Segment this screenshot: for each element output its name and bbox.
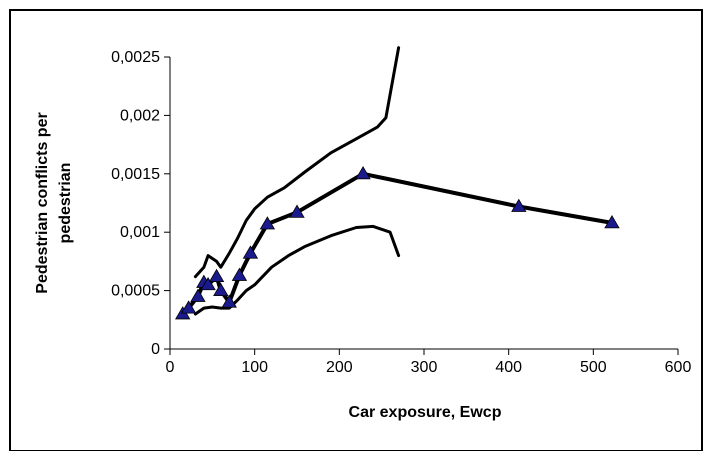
data-point-triangle <box>221 294 237 308</box>
y-tick-label: 0,0025 <box>111 49 160 66</box>
y-tick-label: 0,001 <box>120 224 160 241</box>
data-point-triangle <box>190 288 206 302</box>
x-tick-label: 100 <box>241 359 268 376</box>
y-tick-label: 0,0015 <box>111 166 160 183</box>
x-tick-label: 600 <box>665 359 692 376</box>
x-tick-label: 400 <box>495 359 522 376</box>
y-axis-title-line-2: pedestrian <box>57 163 74 244</box>
y-tick-label: 0 <box>151 341 160 358</box>
x-tick-label: 500 <box>580 359 607 376</box>
y-axis-title-group: Pedestrian conflicts per pedestrian <box>34 112 74 293</box>
marker-layer <box>175 166 620 320</box>
series-line-upper-bound <box>193 46 401 279</box>
data-point-triangle <box>259 216 276 230</box>
x-axis-title: Car exposure, Ewcp <box>349 404 502 421</box>
data-point-triangle <box>213 282 229 297</box>
series-line-lower-bound <box>193 224 401 316</box>
y-tick-label: 0,0005 <box>111 283 160 300</box>
x-tick-label: 200 <box>326 359 353 376</box>
y-ticks: 0 0,0005 0,001 0,0015 0,002 0,0025 <box>111 49 170 358</box>
data-point-triangle <box>604 215 620 229</box>
data-point-triangle <box>180 300 197 314</box>
data-point-triangle <box>289 204 305 218</box>
data-point-triangle <box>511 198 527 212</box>
y-tick-label: 0,002 <box>120 107 160 124</box>
y-axis-title-line-1: Pedestrian conflicts per <box>34 112 51 293</box>
data-point-triangle <box>200 276 216 291</box>
data-point-triangle <box>242 245 259 259</box>
data-point-triangle <box>208 268 225 282</box>
data-point-triangle <box>355 166 371 180</box>
x-tick-label: 300 <box>411 359 438 376</box>
chart-outer-border <box>9 9 703 452</box>
x-ticks: 0 100 200 300 400 500 600 <box>166 349 692 376</box>
data-point-triangle <box>231 267 248 281</box>
x-tick-label: 0 <box>166 359 175 376</box>
